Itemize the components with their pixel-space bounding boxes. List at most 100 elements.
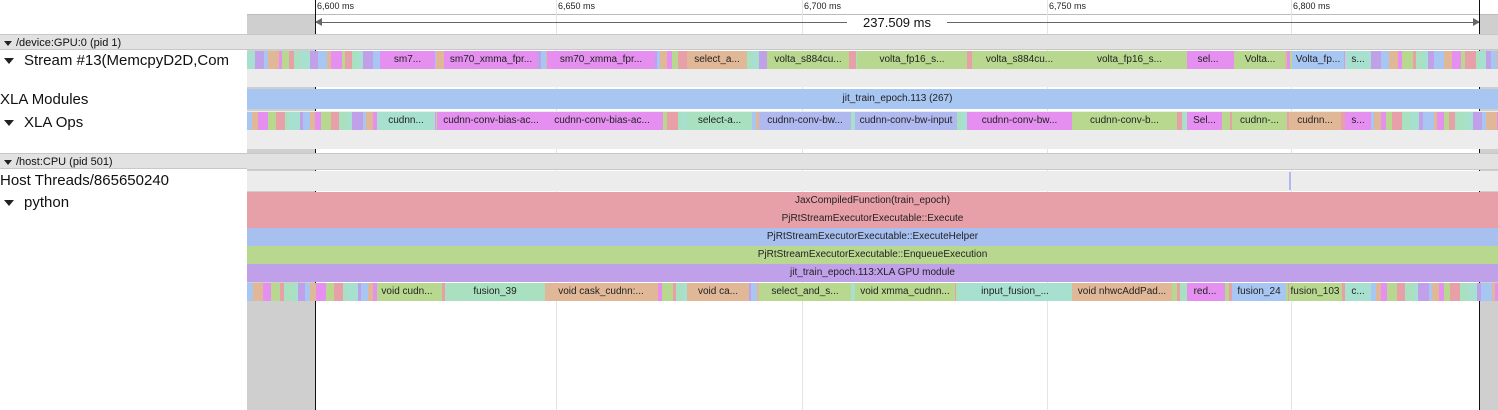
time-ruler[interactable]: 6,600 ms 6,650 ms 6,700 ms 6,750 ms 6,80… <box>247 0 1498 15</box>
tiny-slice[interactable] <box>258 112 268 130</box>
tiny-slice[interactable] <box>285 112 289 130</box>
collapse-triangle-icon[interactable] <box>4 120 14 127</box>
tiny-slice[interactable] <box>305 283 310 301</box>
tiny-slice[interactable] <box>1450 283 1460 301</box>
tiny-slice[interactable] <box>663 112 667 130</box>
tiny-slice[interactable] <box>1376 283 1381 301</box>
tiny-slice[interactable] <box>357 51 363 69</box>
tiny-slice[interactable] <box>1461 51 1465 69</box>
stream-slice[interactable]: Volta... <box>1235 51 1285 69</box>
tiny-slice[interactable] <box>1371 51 1381 69</box>
tiny-slice[interactable] <box>1491 51 1497 69</box>
tiny-slice[interactable] <box>1225 283 1229 301</box>
tiny-slice[interactable] <box>1381 283 1387 301</box>
python-stack-slice[interactable]: PjRtStreamExecutorExecutable::ExecuteHel… <box>247 228 1498 246</box>
stream-slice[interactable]: volta_s884cu... <box>972 51 1067 69</box>
tiny-slice[interactable] <box>751 112 756 130</box>
stream-slice[interactable]: select_a... <box>687 51 747 69</box>
tiny-slice[interactable] <box>541 51 546 69</box>
python-stack-slice[interactable]: PjRtStreamExecutorExecutable::Execute <box>247 210 1498 228</box>
tiny-slice[interactable] <box>1339 51 1350 69</box>
tiny-slice[interactable] <box>751 283 757 301</box>
python-leaf-slice[interactable]: fusion_103 <box>1289 283 1341 301</box>
stream-slice[interactable]: sm70_xmma_fpr... <box>445 51 537 69</box>
tiny-slice[interactable] <box>1444 51 1452 69</box>
tiny-slice[interactable] <box>247 112 252 130</box>
op-slice[interactable]: cudnn-conv-bias-ac... <box>547 112 657 130</box>
tiny-slice[interactable] <box>300 112 303 130</box>
tiny-slice[interactable] <box>318 51 327 69</box>
tiny-slice[interactable] <box>1437 112 1444 130</box>
python-stack-slice[interactable]: JaxCompiledFunction(train_epoch) <box>247 192 1498 210</box>
tiny-slice[interactable] <box>253 283 263 301</box>
track-xla-ops[interactable]: XLA Ops <box>0 114 83 131</box>
tiny-slice[interactable] <box>1455 112 1465 130</box>
tiny-slice[interactable] <box>1413 51 1416 69</box>
tiny-slice[interactable] <box>1369 283 1376 301</box>
python-leaf-slice[interactable]: fusion_24 <box>1232 283 1286 301</box>
tiny-slice[interactable] <box>264 51 268 69</box>
tiny-slice[interactable] <box>282 51 289 69</box>
tiny-slice[interactable] <box>1339 112 1347 130</box>
tiny-slice[interactable] <box>1066 51 1074 69</box>
tiny-slice[interactable] <box>678 112 681 130</box>
tiny-slice[interactable] <box>1180 283 1187 301</box>
stream-slice[interactable]: s... <box>1345 51 1371 69</box>
tiny-slice[interactable] <box>1495 283 1498 301</box>
tiny-slice[interactable] <box>373 51 381 69</box>
tiny-slice[interactable] <box>1414 283 1418 301</box>
python-leaf-slice[interactable]: red... <box>1187 283 1223 301</box>
tiny-slice[interactable] <box>1177 283 1180 301</box>
tiny-slice[interactable] <box>1402 51 1413 69</box>
tiny-slice[interactable] <box>657 51 660 69</box>
tiny-slice[interactable] <box>247 51 255 69</box>
tiny-slice[interactable] <box>276 112 285 130</box>
tiny-slice[interactable] <box>1465 51 1476 69</box>
tiny-slice[interactable] <box>268 112 276 130</box>
tiny-slice[interactable] <box>366 112 373 130</box>
tiny-slice[interactable] <box>1398 51 1402 69</box>
tiny-slice[interactable] <box>852 112 856 130</box>
op-slice[interactable]: cudnn-conv-bias-ac... <box>437 112 545 130</box>
tiny-slice[interactable] <box>1402 112 1410 130</box>
tiny-slice[interactable] <box>334 283 343 301</box>
tiny-slice[interactable] <box>295 283 298 301</box>
collapse-triangle-icon[interactable] <box>4 58 14 65</box>
host-thread-slice[interactable] <box>1289 172 1291 190</box>
op-slice[interactable]: cudnn... <box>377 112 435 130</box>
tiny-slice[interactable] <box>1423 51 1428 69</box>
tiny-slice[interactable] <box>298 283 305 301</box>
tiny-slice[interactable] <box>1449 112 1455 130</box>
tiny-slice[interactable] <box>678 51 688 69</box>
tiny-slice[interactable] <box>1374 112 1381 130</box>
tiny-slice[interactable] <box>363 112 366 130</box>
tiny-slice[interactable] <box>1418 283 1429 301</box>
tiny-slice[interactable] <box>676 283 683 301</box>
tiny-slice[interactable] <box>326 283 334 301</box>
tiny-slice[interactable] <box>1429 283 1432 301</box>
tiny-slice[interactable] <box>759 51 768 69</box>
tiny-slice[interactable] <box>1387 283 1397 301</box>
tiny-slice[interactable] <box>263 283 271 301</box>
tiny-slice[interactable] <box>541 112 552 130</box>
process-header-gpu[interactable]: /device:GPU:0 (pid 1) <box>0 34 247 50</box>
tiny-slice[interactable] <box>339 112 348 130</box>
tiny-slice[interactable] <box>310 283 316 301</box>
collapse-triangle-icon[interactable] <box>4 40 12 46</box>
tiny-slice[interactable] <box>436 51 444 69</box>
op-slice[interactable]: cudnn-conv-b... <box>1072 112 1177 130</box>
tiny-slice[interactable] <box>1452 51 1461 69</box>
tiny-slice[interactable] <box>1479 51 1486 69</box>
tiny-slice[interactable] <box>358 283 361 301</box>
tiny-slice[interactable] <box>255 51 264 69</box>
python-leaf-slice[interactable]: void nhwcAddPad... <box>1072 283 1172 301</box>
python-leaf-slice[interactable]: void cask_cudnn:... <box>547 283 655 301</box>
process-header-cpu[interactable]: /host:CPU (pid 501) <box>0 153 247 169</box>
tiny-slice[interactable] <box>681 112 688 130</box>
op-slice[interactable]: cudnn-conv-bw... <box>967 112 1072 130</box>
tiny-slice[interactable] <box>849 51 856 69</box>
tiny-slice[interactable] <box>1381 51 1389 69</box>
tiny-slice[interactable] <box>321 112 331 130</box>
tiny-slice[interactable] <box>342 51 345 69</box>
tiny-slice[interactable] <box>667 51 672 69</box>
